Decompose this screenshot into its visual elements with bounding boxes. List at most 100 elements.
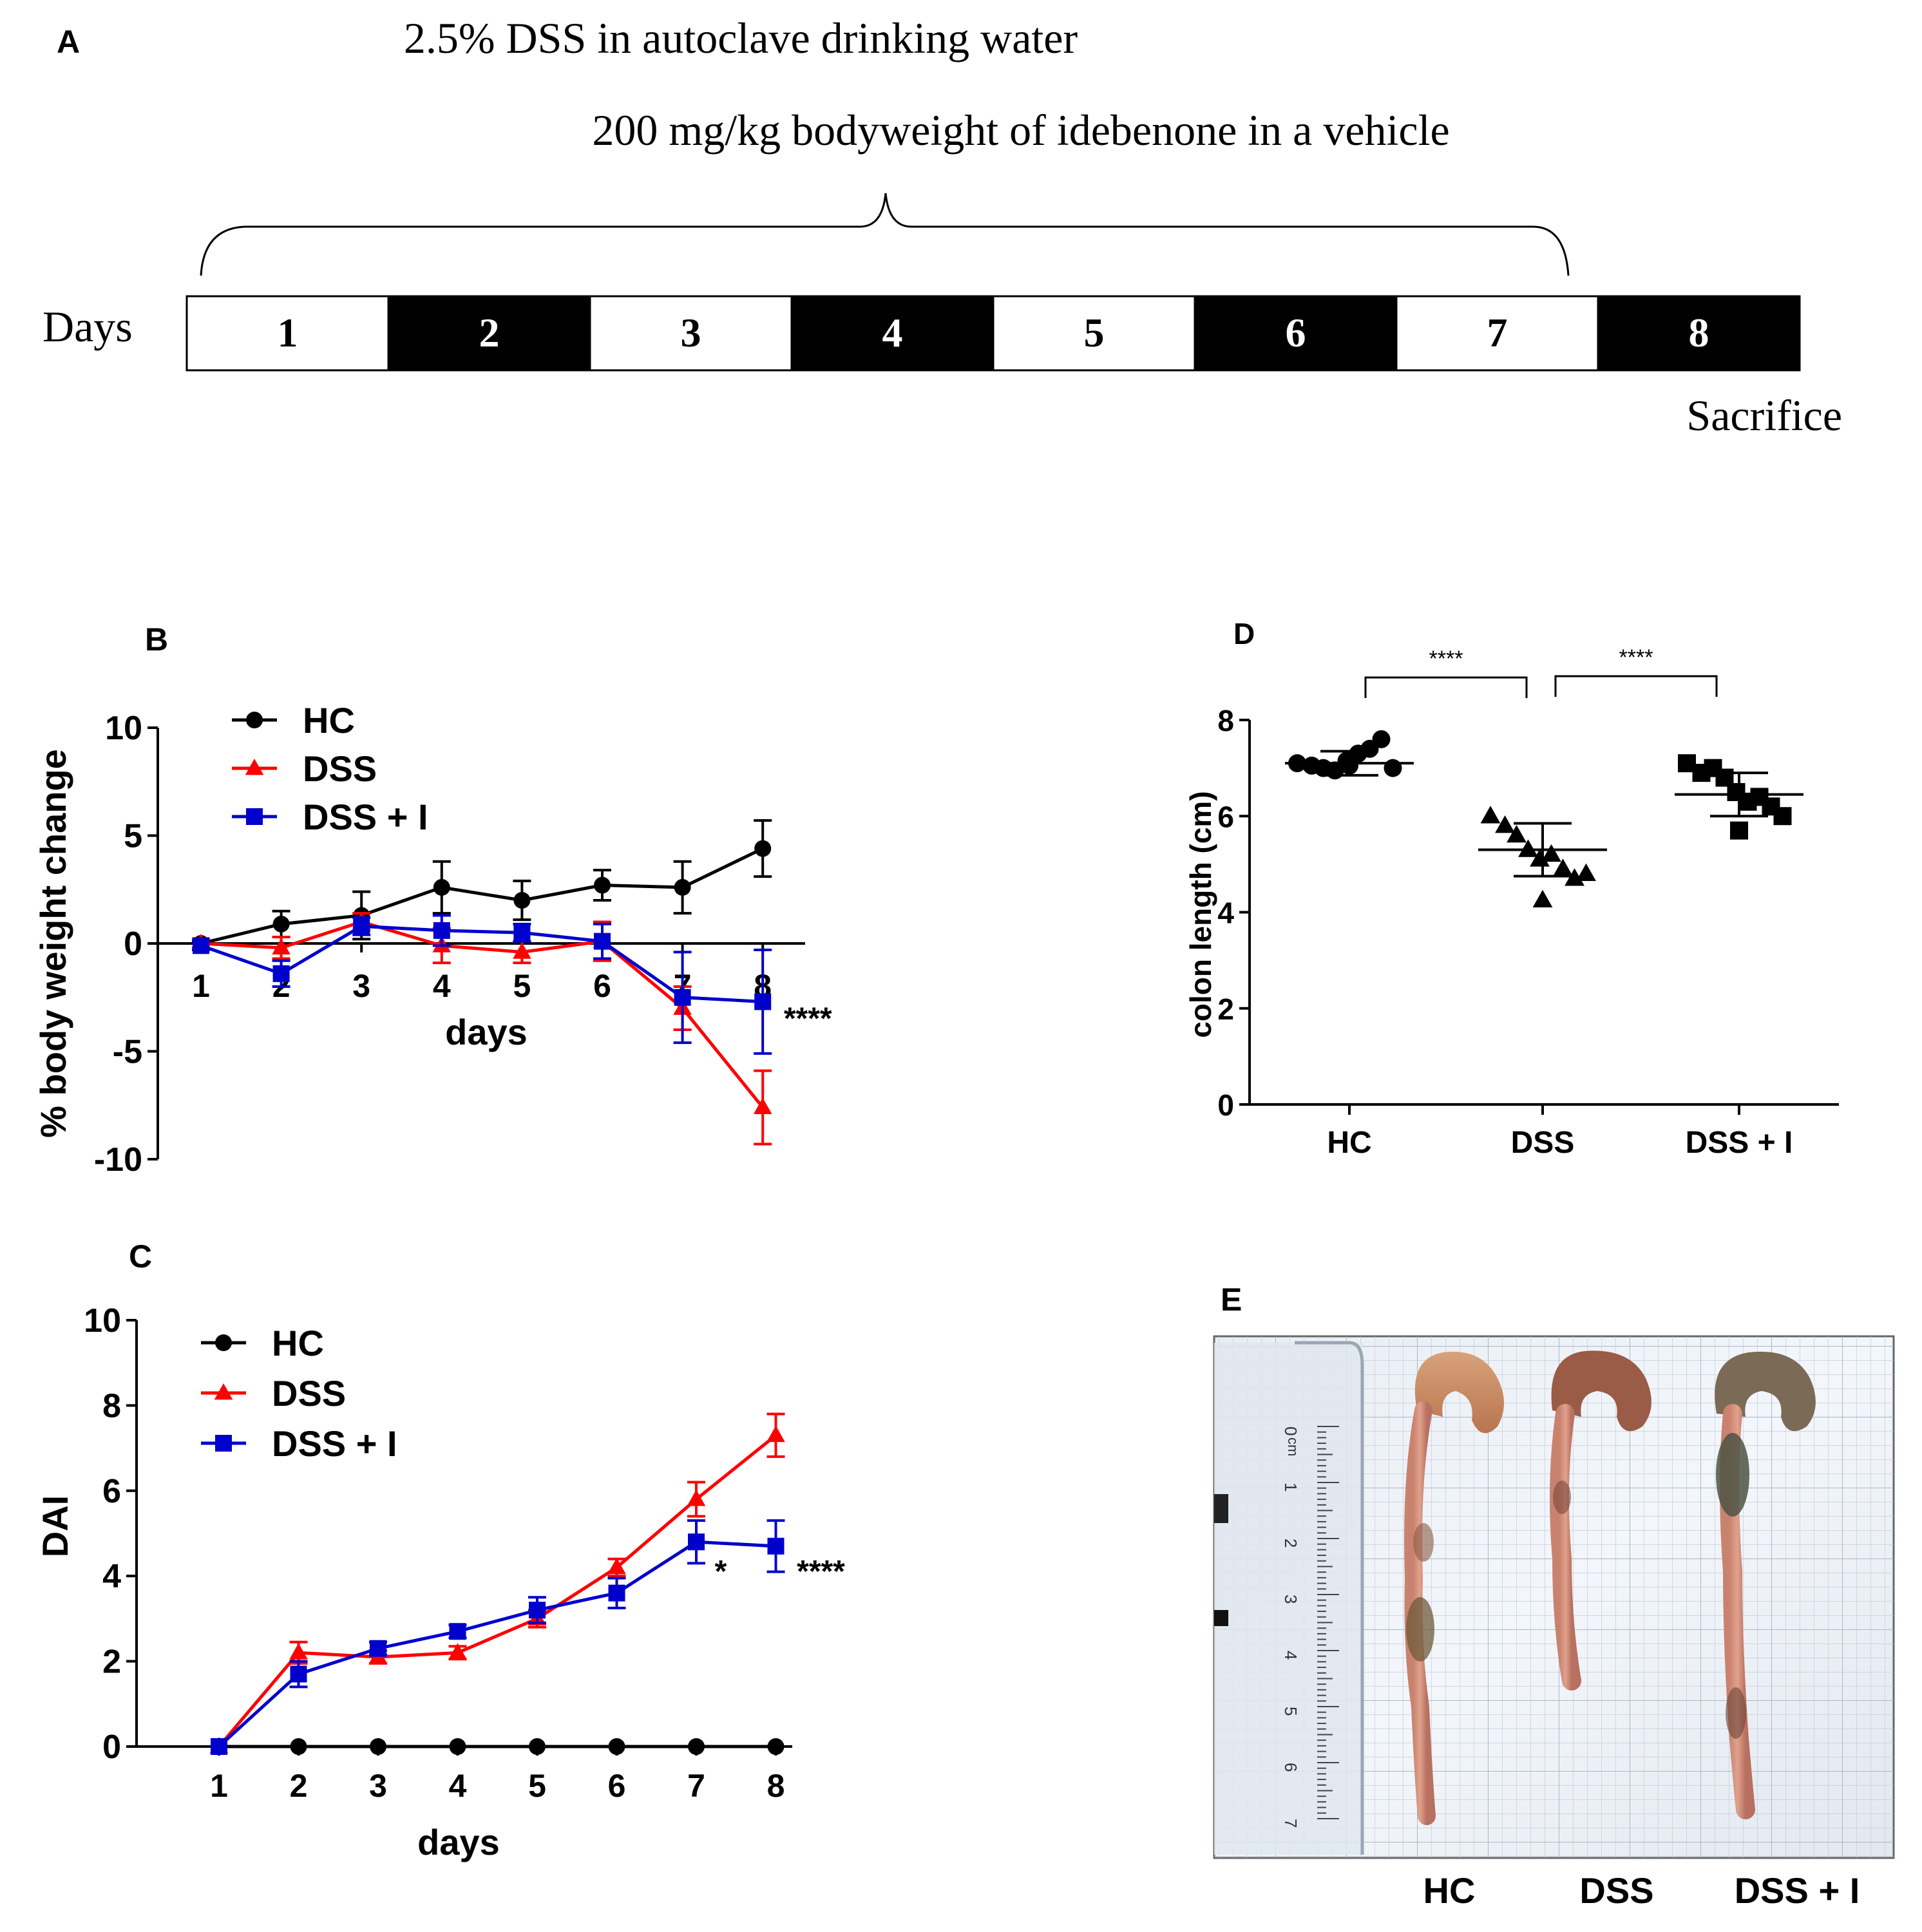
data-point — [687, 1490, 706, 1506]
data-point — [766, 1425, 785, 1443]
significance-label: **** — [797, 1555, 845, 1589]
data-point — [594, 876, 611, 894]
y-tick-label: 2 — [102, 1643, 121, 1681]
day-box-5 — [992, 295, 1196, 372]
legend-label: HC — [272, 1323, 324, 1363]
x-tick-label: 3 — [352, 968, 370, 1004]
x-tick-label: 7 — [687, 1768, 705, 1804]
legend-label: DSS — [303, 748, 377, 789]
data-point — [674, 989, 691, 1006]
data-point — [1565, 868, 1584, 886]
ruler: 0 1 2 3 4 5 6 7 cm — [1214, 1341, 1364, 1855]
day-label-6: 6 — [1286, 310, 1306, 355]
y-tick-label: 5 — [124, 818, 142, 855]
y-axis-label: DAI — [35, 1495, 75, 1557]
day-box-1 — [186, 295, 390, 372]
legend-marker — [246, 712, 263, 728]
x-axis-label: days — [445, 1012, 528, 1052]
series-hc — [211, 1738, 785, 1755]
legend-label: HC — [303, 700, 355, 741]
y-tick-label: 6 — [102, 1473, 121, 1510]
ruler-number: 1 — [1281, 1482, 1300, 1492]
y-tick-label: 4 — [102, 1558, 121, 1595]
data-point — [594, 933, 611, 950]
data-point — [290, 1665, 307, 1683]
series-line — [218, 1434, 777, 1748]
series-line — [218, 1540, 776, 1748]
y-tick-label: 0 — [102, 1728, 121, 1766]
data-point — [1532, 889, 1553, 908]
data-point — [608, 1584, 625, 1602]
data-point — [674, 878, 691, 896]
data-point — [1518, 839, 1538, 857]
series-dss-i — [211, 1519, 785, 1755]
panel-e-letter: E — [1221, 1282, 1242, 1318]
data-point — [370, 1640, 386, 1657]
x-tick-label: 3 — [369, 1768, 387, 1804]
legend-marker — [246, 808, 263, 825]
data-point — [513, 942, 531, 959]
data-point — [1730, 821, 1748, 840]
panel-b-letter: B — [145, 621, 168, 658]
y-tick-label: -10 — [94, 1141, 142, 1179]
data-point — [608, 1738, 625, 1755]
photo-label-dss: DSS — [1579, 1870, 1653, 1911]
timeline-brace — [200, 193, 1570, 276]
data-point — [353, 918, 370, 935]
y-tick-label: 8 — [102, 1387, 121, 1425]
x-tick-label: HC — [1327, 1126, 1371, 1160]
significance-label: **** — [1619, 645, 1653, 670]
data-point — [193, 937, 209, 954]
data-point — [688, 1533, 705, 1551]
y-tick-label: 10 — [84, 1302, 121, 1340]
panel-c-letter: C — [129, 1238, 152, 1274]
photo-label-hc: HC — [1423, 1870, 1476, 1911]
day-label-8: 8 — [1689, 310, 1709, 355]
group-dss-i — [1675, 754, 1803, 840]
treatment-line-idebenone: 200 mg/kg bodyweight of idebenone in a v… — [592, 106, 1449, 155]
x-axis-label: days — [417, 1822, 500, 1862]
legend-marker — [245, 759, 264, 775]
panel-e: E 0 1 2 3 4 5 6 7 cm — [1213, 1282, 1895, 1911]
data-point — [767, 1537, 785, 1555]
data-point — [449, 1738, 466, 1755]
data-point — [433, 922, 450, 939]
data-point — [1576, 863, 1596, 881]
legend-label: DSS — [272, 1373, 346, 1414]
x-tick-label: 2 — [290, 1768, 308, 1804]
group-dss — [1478, 806, 1607, 908]
photo-label-dss-i: DSS + I — [1735, 1870, 1860, 1911]
significance-bracket — [1554, 675, 1718, 697]
panel-a-letter: A — [57, 24, 80, 60]
significance-label: **** — [1429, 647, 1463, 671]
legend-label: DSS + I — [272, 1423, 397, 1464]
data-point — [290, 1738, 307, 1755]
data-point — [1553, 858, 1573, 876]
colon-specimen-dss-i — [1715, 1351, 1816, 1819]
data-point — [1480, 806, 1501, 824]
x-tick-label: 4 — [449, 1768, 467, 1804]
panel-d-letter: D — [1233, 617, 1255, 650]
day-box-8 — [1597, 295, 1801, 372]
series-dss-i — [192, 914, 772, 1055]
x-tick-label: 6 — [608, 1768, 626, 1804]
x-tick-label: DSS — [1511, 1126, 1575, 1160]
data-point — [513, 924, 531, 942]
ruler-number: 0 — [1281, 1426, 1300, 1435]
group-hc — [1285, 730, 1414, 780]
data-point — [688, 1738, 705, 1755]
data-point — [272, 915, 290, 933]
data-point — [272, 938, 290, 955]
legend-label: DSS + I — [303, 797, 428, 837]
x-tick-label: 4 — [433, 968, 451, 1004]
colon-specimen-hc — [1404, 1351, 1504, 1825]
day-box-2 — [387, 295, 591, 372]
significance-label: **** — [784, 1002, 832, 1036]
y-tick-label: 8 — [1217, 704, 1234, 737]
day-label-1: 1 — [278, 310, 298, 355]
data-point — [1507, 825, 1527, 843]
data-point — [370, 1738, 386, 1755]
